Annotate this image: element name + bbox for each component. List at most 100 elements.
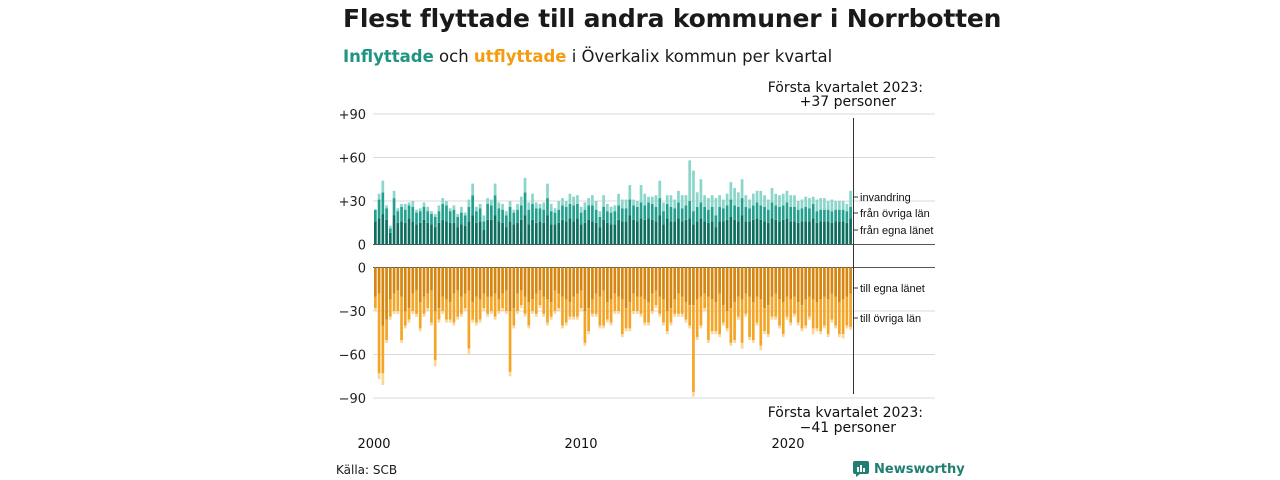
bar-fran-ovriga-lan bbox=[647, 202, 650, 219]
bar-fran-ovriga-lan bbox=[460, 212, 463, 225]
bar-fran-ovriga-lan bbox=[385, 208, 388, 220]
bar-utflyttning-ovrigt bbox=[467, 348, 471, 355]
bar-utflyttning-ovrigt bbox=[403, 325, 407, 329]
y-tick-label-bottom: 0 bbox=[358, 262, 366, 277]
bar-invandring bbox=[658, 180, 662, 199]
bar-utflyttning-ovrigt bbox=[778, 325, 781, 329]
bar-invandring bbox=[542, 202, 546, 210]
bar-till-ovriga-lan bbox=[557, 293, 561, 309]
bar-utflyttning-ovrigt bbox=[392, 311, 396, 314]
bar-invandring bbox=[493, 183, 497, 196]
bar-utflyttning-ovrigt bbox=[561, 325, 564, 329]
bar-invandring bbox=[733, 187, 736, 206]
bar-till-egna-lanet bbox=[736, 267, 740, 297]
bar-fran-ovriga-lan bbox=[826, 209, 830, 222]
bar-till-egna-lanet bbox=[388, 267, 392, 300]
bar-till-egna-lanet bbox=[426, 267, 430, 294]
y-tick-label-bottom: −60 bbox=[339, 349, 366, 364]
bar-utflyttning-ovrigt bbox=[374, 308, 377, 311]
bar-utflyttning-ovrigt bbox=[677, 313, 680, 317]
bar-till-ovriga-lan bbox=[385, 319, 388, 340]
bar-till-egna-lanet bbox=[823, 267, 826, 297]
bar-fran-egna-lanet bbox=[763, 221, 766, 245]
bar-utflyttning-ovrigt bbox=[523, 313, 527, 317]
bar-till-egna-lanet bbox=[714, 267, 718, 303]
bar-fran-ovriga-lan bbox=[542, 209, 546, 223]
bar-till-ovriga-lan bbox=[463, 293, 467, 309]
bar-till-egna-lanet bbox=[519, 267, 523, 291]
bar-utflyttning-ovrigt bbox=[456, 316, 460, 320]
bar-till-egna-lanet bbox=[699, 267, 703, 297]
bar-till-ovriga-lan bbox=[546, 299, 549, 323]
bar-till-egna-lanet bbox=[748, 267, 751, 297]
bar-till-egna-lanet bbox=[463, 267, 467, 294]
bar-fran-ovriga-lan bbox=[583, 209, 587, 223]
bar-invandring bbox=[778, 195, 781, 207]
bar-till-ovriga-lan bbox=[579, 290, 583, 309]
bar-till-ovriga-lan bbox=[834, 296, 837, 326]
newsworthy-logo[interactable]: Newsworthy bbox=[853, 461, 965, 477]
bar-fran-ovriga-lan bbox=[407, 205, 411, 219]
bar-invandring bbox=[688, 160, 692, 201]
bar-fran-egna-lanet bbox=[620, 221, 624, 245]
bar-fran-egna-lanet bbox=[519, 219, 523, 245]
bar-utflyttning-ovrigt bbox=[602, 325, 605, 329]
bar-invandring bbox=[725, 193, 729, 206]
bar-utflyttning-ovrigt bbox=[834, 325, 837, 329]
bar-fran-ovriga-lan bbox=[512, 212, 516, 225]
y-tick-label-top: +90 bbox=[339, 108, 366, 123]
bar-fran-egna-lanet bbox=[553, 224, 557, 245]
bar-invandring bbox=[388, 225, 392, 229]
bar-till-egna-lanet bbox=[804, 267, 808, 300]
bar-invandring bbox=[613, 205, 617, 212]
bar-till-egna-lanet bbox=[486, 267, 489, 297]
bar-fran-egna-lanet bbox=[579, 224, 583, 245]
bar-utflyttning-ovrigt bbox=[800, 328, 804, 332]
bar-till-ovriga-lan bbox=[733, 302, 736, 340]
bar-fran-egna-lanet bbox=[722, 221, 725, 245]
bar-invandring bbox=[508, 201, 512, 207]
bar-till-egna-lanet bbox=[751, 267, 755, 303]
bar-fran-ovriga-lan bbox=[733, 205, 736, 220]
bar-fran-ovriga-lan bbox=[710, 206, 714, 222]
bar-invandring bbox=[624, 199, 628, 209]
bar-fran-egna-lanet bbox=[403, 222, 407, 245]
bar-till-ovriga-lan bbox=[650, 293, 654, 311]
bar-fran-egna-lanet bbox=[632, 219, 635, 245]
bar-invandring bbox=[654, 195, 658, 207]
bar-utflyttning-ovrigt bbox=[381, 373, 385, 385]
bar-fran-egna-lanet bbox=[433, 227, 437, 245]
bar-till-egna-lanet bbox=[785, 267, 789, 297]
bar-till-ovriga-lan bbox=[568, 302, 572, 317]
bar-utflyttning-ovrigt bbox=[400, 340, 403, 343]
bar-fran-egna-lanet bbox=[422, 219, 426, 245]
bar-invandring bbox=[587, 198, 590, 206]
bar-invandring bbox=[400, 203, 403, 207]
bar-till-ovriga-lan bbox=[411, 293, 415, 311]
bar-fran-ovriga-lan bbox=[830, 211, 834, 223]
bar-till-egna-lanet bbox=[766, 267, 770, 306]
bar-invandring bbox=[680, 195, 684, 209]
bar-till-egna-lanet bbox=[553, 267, 557, 291]
bar-till-egna-lanet bbox=[602, 267, 605, 291]
bar-invandring bbox=[729, 182, 733, 200]
bar-fran-egna-lanet bbox=[707, 222, 710, 245]
bar-utflyttning-ovrigt bbox=[572, 316, 576, 320]
x-tick-label: 2010 bbox=[564, 437, 597, 452]
bar-till-ovriga-lan bbox=[624, 308, 628, 329]
bar-till-ovriga-lan bbox=[392, 293, 396, 311]
bar-till-ovriga-lan bbox=[808, 296, 811, 317]
bar-fran-egna-lanet bbox=[808, 221, 811, 245]
bar-till-ovriga-lan bbox=[714, 302, 718, 332]
bar-fran-ovriga-lan bbox=[639, 202, 643, 219]
bar-till-ovriga-lan bbox=[415, 290, 418, 314]
bar-till-ovriga-lan bbox=[826, 299, 830, 335]
bar-utflyttning-ovrigt bbox=[598, 325, 602, 329]
bar-fran-ovriga-lan bbox=[437, 211, 441, 223]
bar-till-ovriga-lan bbox=[710, 299, 714, 332]
series-label-bottom: till övriga län bbox=[860, 313, 921, 325]
bar-fran-egna-lanet bbox=[838, 221, 841, 245]
bar-fran-ovriga-lan bbox=[736, 206, 740, 222]
bar-fran-egna-lanet bbox=[486, 219, 489, 245]
bar-fran-egna-lanet bbox=[527, 224, 531, 245]
